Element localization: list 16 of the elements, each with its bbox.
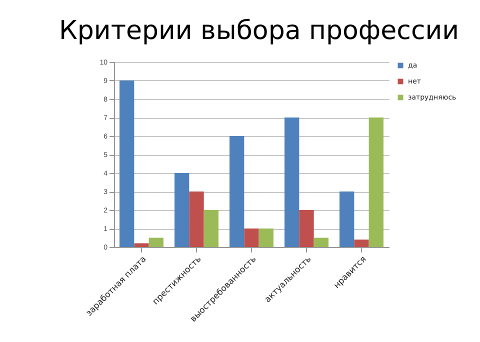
- chart-title: Критерии выбора профессии: [58, 16, 460, 46]
- bar: [204, 210, 218, 247]
- bar: [174, 173, 190, 247]
- bar: [244, 228, 259, 247]
- bar: [189, 192, 204, 247]
- bar: [368, 118, 384, 247]
- bar: [148, 238, 164, 247]
- bar: [120, 80, 134, 247]
- bar: [340, 192, 354, 247]
- bar: [230, 136, 244, 247]
- bar: [134, 243, 149, 247]
- bar: [258, 228, 274, 247]
- bar: [354, 240, 369, 247]
- bar: [284, 118, 300, 247]
- bar: [314, 238, 328, 247]
- bar: [299, 210, 314, 247]
